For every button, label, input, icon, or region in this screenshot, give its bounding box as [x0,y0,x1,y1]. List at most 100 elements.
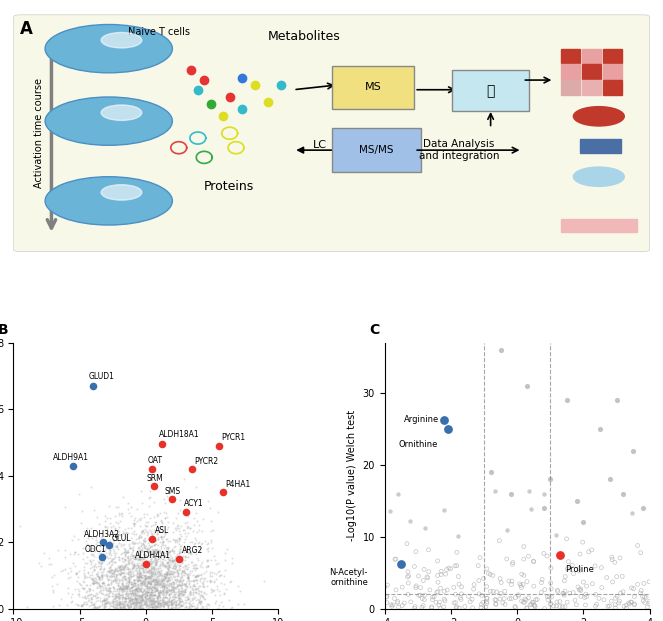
Point [139,589,150,599]
Point [165,546,176,556]
Point [145,559,156,569]
Point [168,577,179,587]
Point [151,568,162,578]
Point [141,590,151,600]
Point [520,594,530,604]
Point [158,550,169,560]
Point [181,597,192,607]
Point [119,584,129,594]
Point [82,533,93,543]
Point [184,602,194,612]
Point [137,548,148,558]
Point [93,537,104,546]
Point [127,545,138,555]
Point [545,474,556,484]
Point [194,597,205,607]
Point [177,586,188,596]
Point [158,531,169,541]
Point [143,573,153,582]
Point [483,568,494,578]
Point [191,549,202,559]
Point [143,578,153,587]
Point [453,579,464,589]
Point [165,579,176,589]
Point [128,581,139,591]
Point [128,589,139,599]
Point [137,526,147,536]
Point [93,573,104,583]
Point [162,596,172,606]
Point [156,551,166,561]
Point [164,560,174,570]
Point [429,592,440,602]
Point [176,570,187,580]
Point [113,592,123,602]
Point [75,579,86,589]
Point [132,597,143,607]
Point [90,535,101,545]
Point [195,539,206,549]
Point [114,597,125,607]
Point [110,524,121,534]
Point [117,548,127,558]
Point [114,555,125,564]
Point [155,587,166,597]
Point [190,588,201,598]
Point [97,597,107,607]
Point [86,569,97,579]
Point [186,602,197,612]
Point [521,596,532,605]
Circle shape [101,105,142,120]
Point [151,601,162,611]
Point [504,576,514,586]
Point [147,597,158,607]
Point [528,556,539,566]
Point [145,587,156,597]
Point [119,601,130,610]
Point [115,570,125,580]
Point [92,561,103,571]
Point [137,590,147,600]
Point [138,564,149,574]
Point [139,579,150,589]
Point [96,587,107,597]
Point [133,602,143,612]
Point [140,581,151,591]
Point [126,569,137,579]
Point [194,548,205,558]
Point [145,597,155,607]
Point [188,584,198,594]
Point [139,571,149,581]
Point [138,603,149,613]
Point [144,591,154,601]
Point [147,551,158,561]
Point [109,535,120,545]
Point [161,585,172,595]
Point [154,563,165,573]
Point [137,565,148,575]
Point [150,600,160,610]
Point [611,572,622,582]
Point [149,540,159,550]
Point [154,552,164,562]
Point [125,602,135,612]
Point [145,573,155,582]
Point [476,599,487,609]
Point [195,574,206,584]
Point [122,600,133,610]
Point [439,594,450,604]
Point [149,545,159,555]
Point [139,572,150,582]
Point [542,595,553,605]
Point [160,568,171,578]
Point [431,597,442,607]
Point [144,566,154,576]
Point [152,510,162,520]
Point [108,548,119,558]
Point [110,591,121,601]
Point [154,602,165,612]
Point [121,583,131,593]
Point [639,598,650,608]
Point [127,578,138,587]
Point [259,576,270,586]
